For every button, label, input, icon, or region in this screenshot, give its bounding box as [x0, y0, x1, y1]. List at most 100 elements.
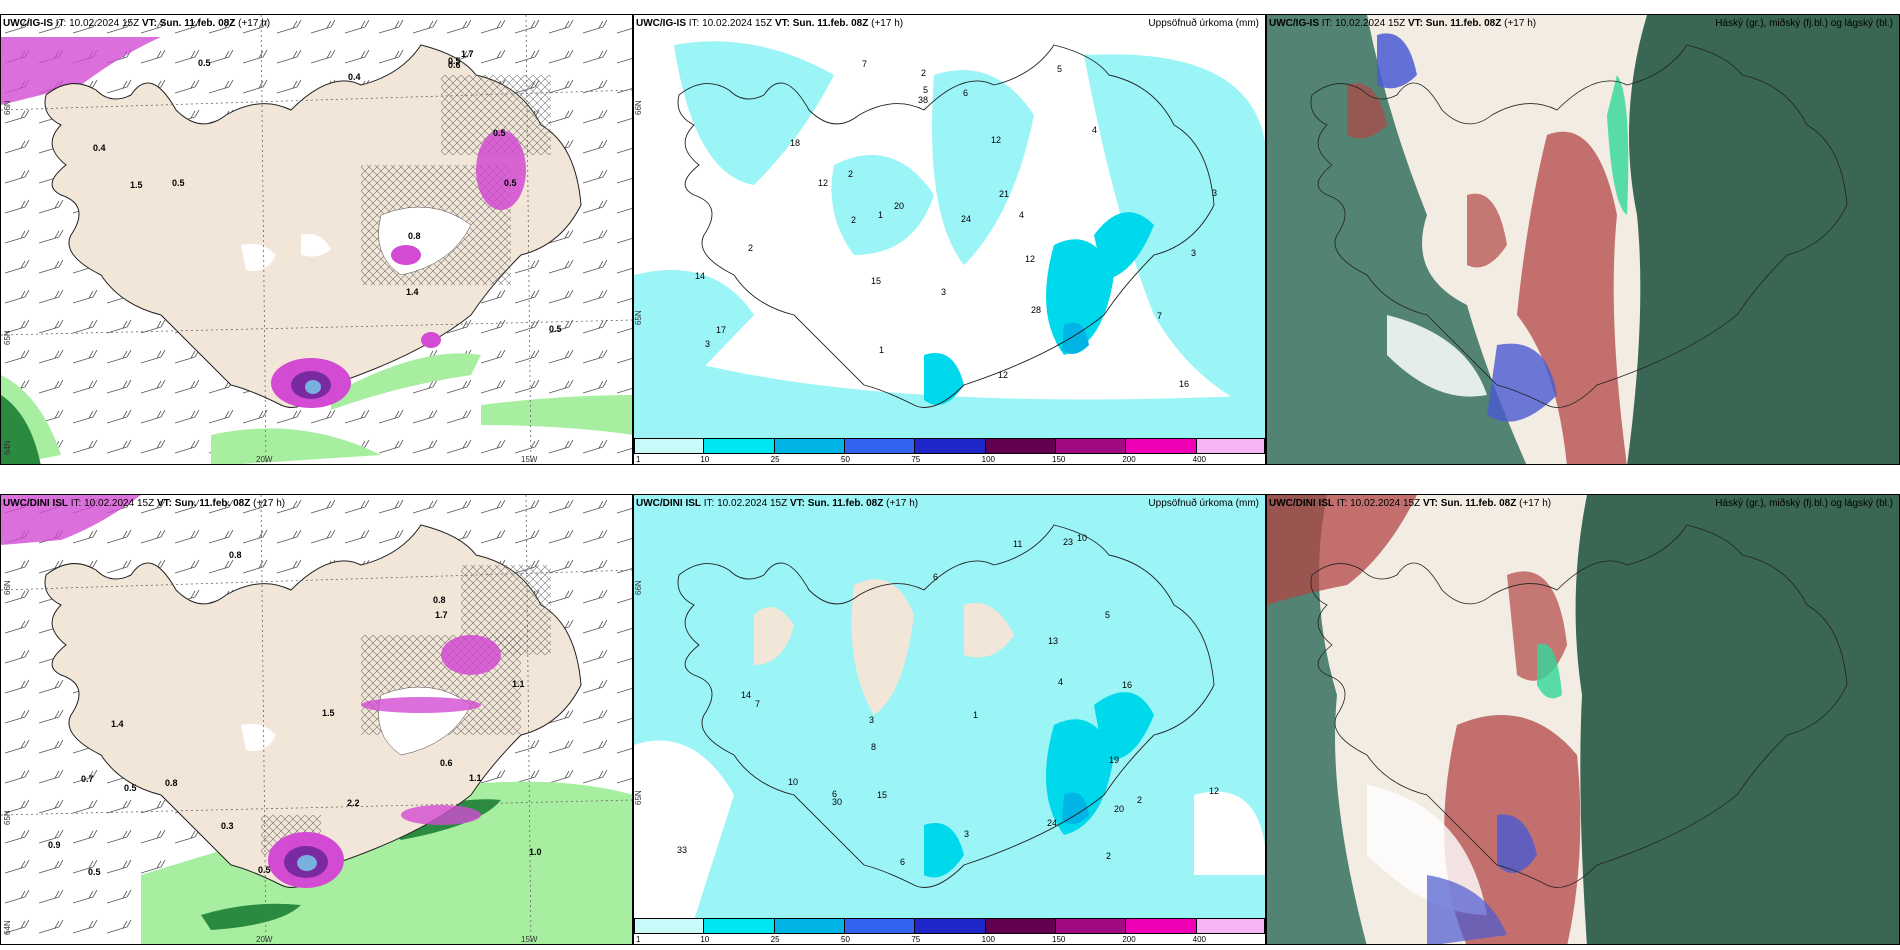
low-cloud — [1267, 15, 1527, 464]
map-value-label: 0.7 — [81, 774, 94, 784]
map-value-label: 17 — [716, 325, 726, 335]
map-value-label: 0.9 — [48, 840, 61, 850]
map-value-label: 5 — [1057, 64, 1062, 74]
low-cloud — [1267, 495, 1367, 944]
panel-wind-precip-igis: 1.7 0.4 0.6 0.5 0.5 0.5 0.5 0.4 1.5 1.4 0.8 0.5 0.5 … — [0, 14, 633, 465]
map-value-label: 0.8 — [433, 595, 446, 605]
map-value-label: 24 — [961, 214, 971, 224]
precip-area — [1194, 791, 1265, 875]
map-value-label: 0.8 — [165, 778, 178, 788]
snow-area — [391, 245, 421, 265]
precip-area — [634, 345, 1265, 440]
map-value-label: 1.1 — [469, 773, 482, 783]
legend-tick-label: 150 — [1052, 455, 1066, 464]
snow-area — [401, 805, 481, 825]
lat-label: 66N — [634, 580, 643, 595]
legend-frame — [634, 438, 1265, 454]
map-value-label: 20 — [1114, 804, 1124, 814]
legend-tick-label: 75 — [911, 935, 921, 944]
legend-tick-label: 75 — [911, 455, 921, 464]
map-value-label: 0.6 — [448, 60, 461, 70]
map-value-label: 0.5 — [448, 56, 461, 66]
rain-area — [141, 781, 632, 944]
lon-label: 20W — [256, 455, 273, 464]
coastline — [677, 524, 1215, 888]
map-value-label: 7 — [755, 699, 760, 709]
map-canvas-a3 — [1267, 15, 1899, 464]
legend-swatch — [915, 438, 986, 454]
panel-accum-precip-igis: 3 2 1 2 5 2 3 3 12 7 17 24 12 14 38 20 18 15 12 16 21 28 6 3 4 7 1… — [633, 14, 1266, 465]
panel-header: UWC/DINI ISL IT: 10.02.2024 15Z VT: Sun.… — [1269, 498, 1552, 509]
legend-tick-label: 100 — [981, 455, 996, 464]
lat-label: 64N — [3, 920, 12, 935]
map-value-label: 11 — [1013, 539, 1022, 549]
panel-clouds-dini: UWC/DINI ISL IT: 10.02.2024 15Z VT: Sun.… — [1266, 494, 1900, 945]
map-value-label: 10 — [1077, 533, 1087, 543]
mid-cloud — [1497, 814, 1537, 873]
map-value-label: 14 — [695, 271, 705, 281]
map-value-label: 0.4 — [348, 72, 361, 82]
map-value-label: 1 — [973, 710, 978, 720]
rain-area — [1, 495, 141, 545]
lon-label: 15W — [521, 935, 538, 944]
map-value-label: 6 — [963, 88, 968, 98]
panel-header: UWC/DINI ISL IT: 10.02.2024 15Z VT: Sun.… — [3, 498, 286, 509]
lat-label: 66N — [3, 100, 12, 115]
map-value-label: 0.3 — [221, 821, 234, 831]
map-value-label: 2 — [848, 169, 853, 179]
legend-swatch — [1196, 918, 1265, 934]
map-value-label: 5 — [1105, 610, 1110, 620]
map-value-label: 2 — [921, 68, 926, 78]
map-value-label: 12 — [991, 135, 1001, 145]
map-value-label: 6 — [832, 789, 837, 799]
snow-area — [441, 635, 501, 675]
map-value-label: 1 — [878, 210, 883, 220]
lat-label: 65N — [634, 310, 643, 325]
lat-label: 66N — [3, 580, 12, 595]
map-value-label: 2 — [748, 243, 753, 253]
legend-swatch — [1196, 438, 1265, 454]
map-canvas-b1: 0.9 0.8 0.5 0.5 0.6 0.3 1.7 1.1 1.0 0.7 0.8 1.4 1.5 1… — [1, 495, 632, 944]
glacier — [241, 243, 276, 271]
precip-area — [932, 70, 1034, 265]
map-value-label: 12 — [1209, 786, 1219, 796]
legend-tick-label: 50 — [841, 935, 850, 944]
snow-area — [305, 380, 321, 394]
rain-area — [331, 353, 481, 410]
rain-area — [1, 395, 41, 464]
legend-swatch — [704, 438, 775, 454]
map-value-label: 1.0 — [529, 847, 542, 857]
map-value-label: 8 — [871, 742, 876, 752]
map-value-label: 28 — [1031, 305, 1041, 315]
map-value-label: 1.4 — [111, 719, 124, 729]
legend-tick-label: 25 — [770, 935, 780, 944]
map-value-label: 24 — [1047, 818, 1057, 828]
map-value-label: 7 — [1157, 311, 1162, 321]
map-value-label: 2 — [1137, 795, 1142, 805]
map-value-label: 2 — [851, 215, 856, 225]
legend-swatch — [845, 438, 916, 454]
panel-field-title: Uppsöfnuð úrkoma (mm) — [1148, 498, 1259, 509]
lat-label: 66N — [634, 100, 643, 115]
snow-area — [476, 130, 526, 210]
map-canvas-a1: 1.70.40.60.50.50.50.50.41.51.40.80.50.5 — [1, 15, 632, 464]
high-cloud — [1347, 83, 1387, 139]
mid-cloud — [1607, 75, 1629, 215]
map-value-label: 21 — [999, 189, 1009, 199]
legend-tick-label: 10 — [700, 455, 710, 464]
map-value-label: 0.5 — [493, 128, 506, 138]
precip-area — [1046, 719, 1114, 835]
map-value-label: 6 — [900, 857, 905, 867]
map-value-label: 3 — [1191, 248, 1196, 258]
precip-legend: 1 10 25 50 75 100 150 200 400 — [634, 918, 1265, 944]
low-cloud — [1627, 15, 1899, 464]
map-value-label: 7 — [862, 59, 867, 69]
map-value-label: 15 — [871, 276, 881, 286]
legend-swatch — [774, 918, 845, 934]
legend-swatch — [774, 438, 845, 454]
panel-header: UWC/IG-IS IT: 10.02.2024 15Z VT: Sun. 11… — [636, 18, 904, 29]
map-value-label: 2 — [1106, 851, 1111, 861]
legend-tick-label: 200 — [1122, 455, 1136, 464]
precip-area — [754, 607, 794, 665]
